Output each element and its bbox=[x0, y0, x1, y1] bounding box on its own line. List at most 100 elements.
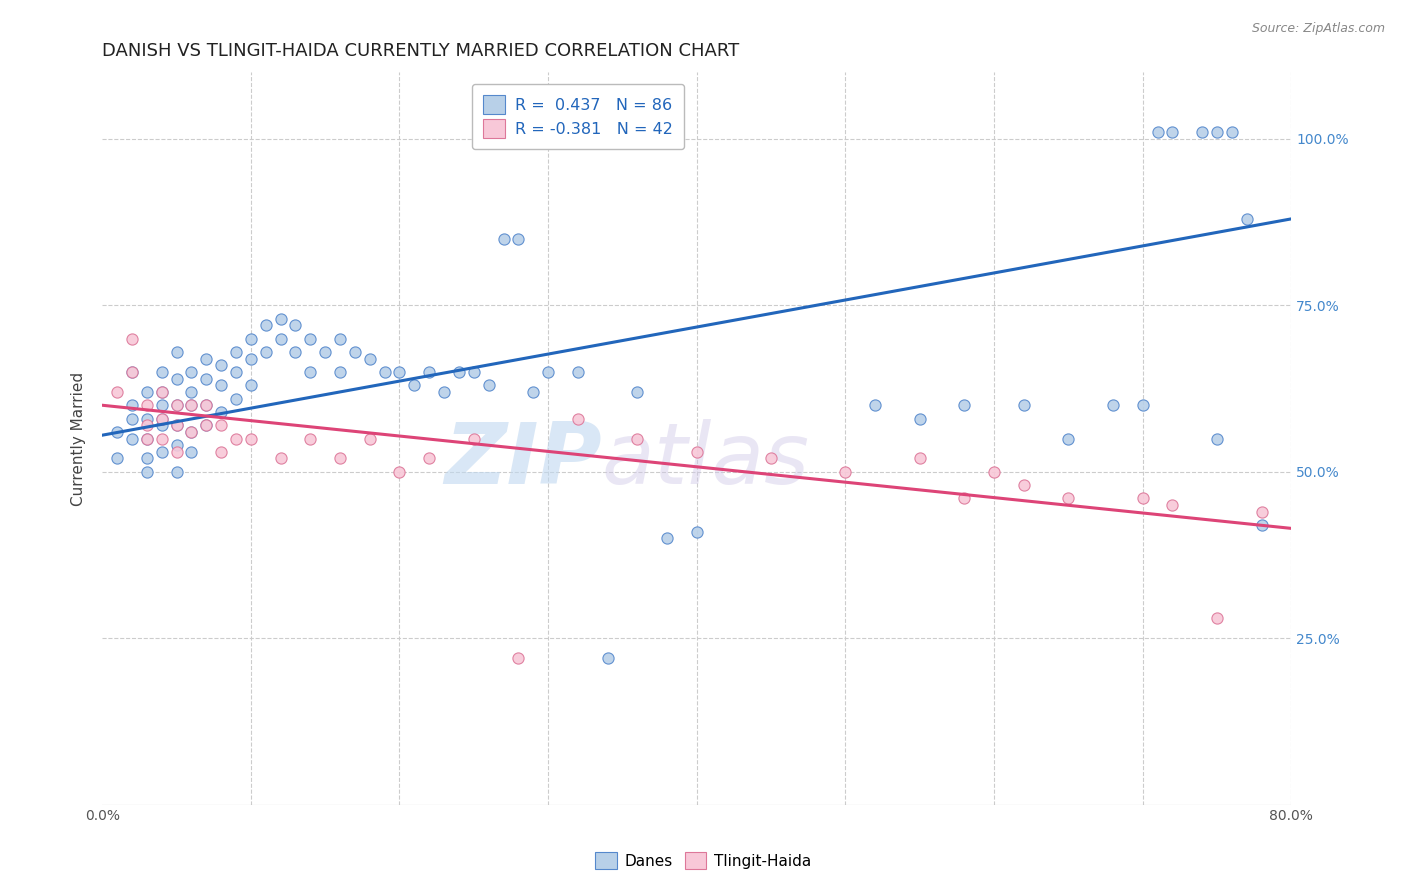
Point bbox=[166, 445, 188, 459]
Text: Source: ZipAtlas.com: Source: ZipAtlas.com bbox=[1251, 22, 1385, 36]
Point bbox=[195, 351, 218, 366]
Point bbox=[180, 365, 202, 379]
Point bbox=[195, 418, 218, 433]
Point bbox=[270, 332, 292, 346]
Point bbox=[225, 432, 247, 446]
Point bbox=[239, 332, 262, 346]
Point bbox=[180, 398, 202, 412]
Point bbox=[359, 432, 381, 446]
Point bbox=[388, 365, 411, 379]
Point bbox=[121, 365, 143, 379]
Point bbox=[180, 398, 202, 412]
Point bbox=[983, 465, 1005, 479]
Point bbox=[121, 398, 143, 412]
Text: DANISH VS TLINGIT-HAIDA CURRENTLY MARRIED CORRELATION CHART: DANISH VS TLINGIT-HAIDA CURRENTLY MARRIE… bbox=[103, 42, 740, 60]
Point bbox=[239, 432, 262, 446]
Point bbox=[537, 365, 560, 379]
Point bbox=[195, 371, 218, 385]
Point bbox=[1220, 125, 1243, 139]
Point bbox=[166, 438, 188, 452]
Point bbox=[225, 345, 247, 359]
Point bbox=[150, 432, 173, 446]
Point bbox=[329, 451, 352, 466]
Point bbox=[626, 384, 648, 399]
Point bbox=[270, 451, 292, 466]
Point bbox=[180, 445, 202, 459]
Point bbox=[522, 384, 544, 399]
Point bbox=[1132, 398, 1154, 412]
Point bbox=[1012, 478, 1035, 492]
Point bbox=[418, 365, 440, 379]
Point bbox=[121, 332, 143, 346]
Point bbox=[508, 651, 530, 665]
Point bbox=[759, 451, 782, 466]
Point bbox=[1161, 498, 1184, 512]
Point bbox=[329, 365, 352, 379]
Point bbox=[135, 451, 157, 466]
Point bbox=[150, 411, 173, 425]
Point bbox=[254, 345, 277, 359]
Point bbox=[1146, 125, 1168, 139]
Point bbox=[135, 411, 157, 425]
Point bbox=[195, 398, 218, 412]
Point bbox=[686, 524, 709, 539]
Point bbox=[209, 445, 232, 459]
Point bbox=[150, 411, 173, 425]
Point bbox=[1057, 491, 1080, 506]
Y-axis label: Currently Married: Currently Married bbox=[72, 371, 86, 506]
Point bbox=[166, 418, 188, 433]
Point bbox=[135, 432, 157, 446]
Point bbox=[105, 384, 128, 399]
Point bbox=[166, 398, 188, 412]
Point bbox=[953, 398, 976, 412]
Point bbox=[463, 365, 485, 379]
Point bbox=[166, 398, 188, 412]
Point bbox=[953, 491, 976, 506]
Point bbox=[1057, 432, 1080, 446]
Point bbox=[329, 332, 352, 346]
Point bbox=[150, 418, 173, 433]
Point bbox=[447, 365, 470, 379]
Point bbox=[209, 418, 232, 433]
Legend: R =  0.437   N = 86, R = -0.381   N = 42: R = 0.437 N = 86, R = -0.381 N = 42 bbox=[472, 84, 683, 149]
Legend: Danes, Tlingit-Haida: Danes, Tlingit-Haida bbox=[589, 846, 817, 875]
Point bbox=[314, 345, 336, 359]
Point bbox=[284, 345, 307, 359]
Point bbox=[166, 465, 188, 479]
Point bbox=[418, 451, 440, 466]
Point bbox=[135, 384, 157, 399]
Point bbox=[863, 398, 886, 412]
Point bbox=[195, 418, 218, 433]
Point bbox=[180, 425, 202, 439]
Point bbox=[150, 384, 173, 399]
Point bbox=[150, 398, 173, 412]
Point bbox=[209, 378, 232, 392]
Point bbox=[299, 332, 322, 346]
Point bbox=[908, 411, 931, 425]
Point bbox=[150, 445, 173, 459]
Point bbox=[270, 311, 292, 326]
Point bbox=[284, 318, 307, 333]
Point bbox=[492, 232, 515, 246]
Point bbox=[1191, 125, 1213, 139]
Point bbox=[209, 359, 232, 373]
Point bbox=[166, 345, 188, 359]
Point bbox=[254, 318, 277, 333]
Point bbox=[121, 365, 143, 379]
Point bbox=[135, 398, 157, 412]
Point bbox=[299, 365, 322, 379]
Point bbox=[404, 378, 426, 392]
Point bbox=[508, 232, 530, 246]
Point bbox=[1012, 398, 1035, 412]
Point bbox=[1132, 491, 1154, 506]
Point bbox=[135, 432, 157, 446]
Point bbox=[1206, 125, 1229, 139]
Point bbox=[686, 445, 709, 459]
Point bbox=[1102, 398, 1125, 412]
Point bbox=[478, 378, 501, 392]
Point bbox=[596, 651, 619, 665]
Point bbox=[105, 451, 128, 466]
Point bbox=[1250, 518, 1272, 533]
Point bbox=[1236, 211, 1258, 226]
Point bbox=[374, 365, 396, 379]
